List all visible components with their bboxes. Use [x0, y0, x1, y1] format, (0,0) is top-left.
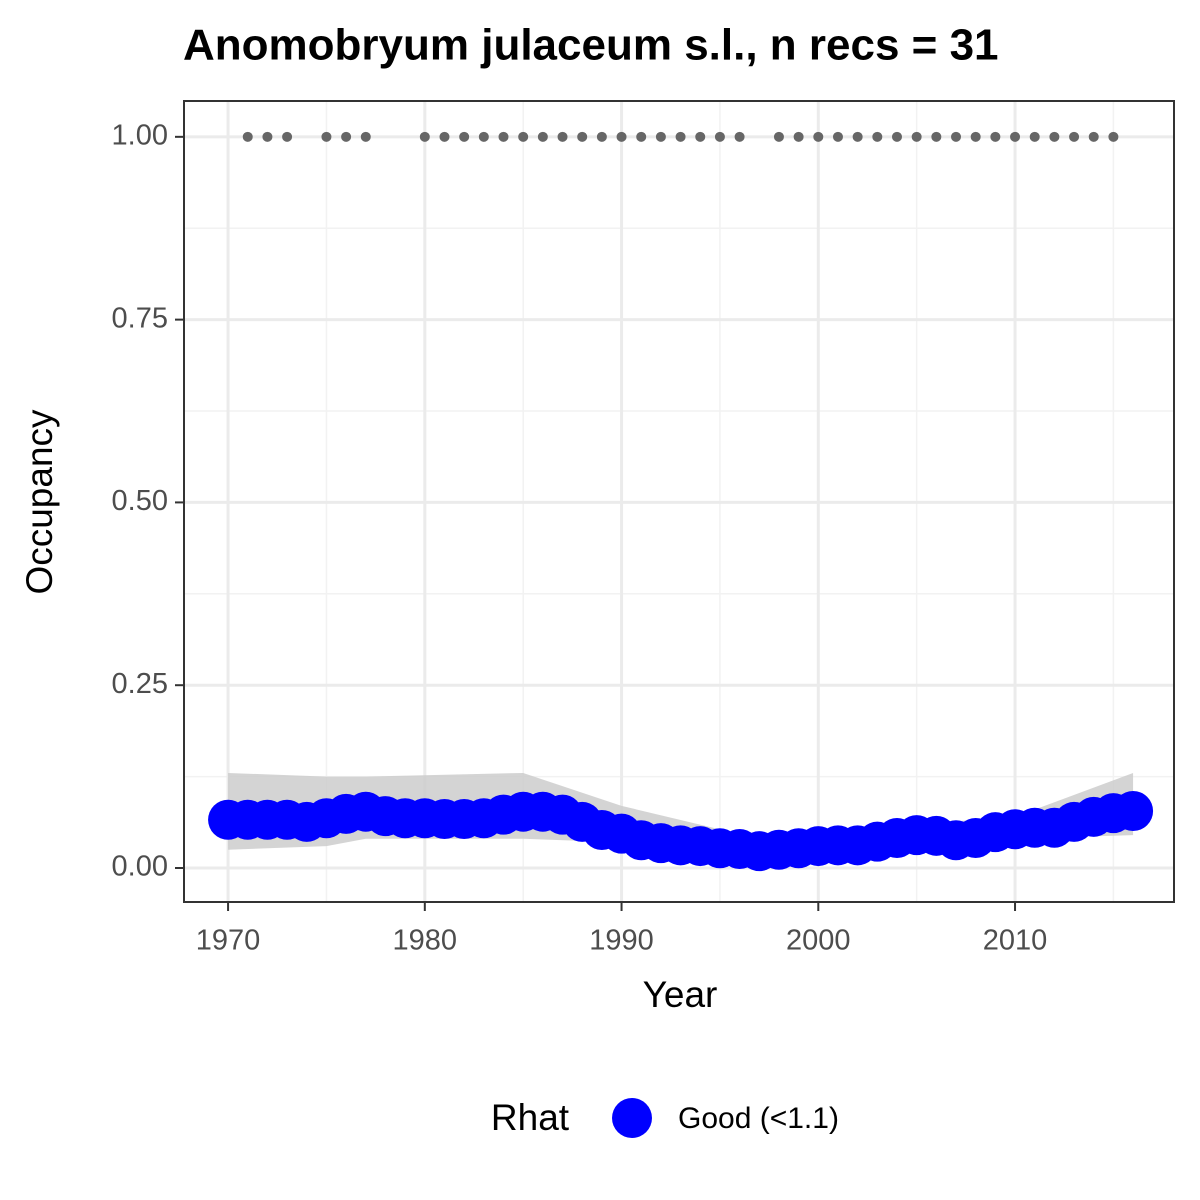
record-point — [439, 131, 450, 142]
y-tick-label: 0.75 — [112, 302, 168, 334]
record-point — [282, 131, 293, 142]
record-point — [793, 131, 804, 142]
x-tick-label: 2000 — [786, 925, 851, 957]
record-point — [459, 131, 470, 142]
record-point — [419, 131, 430, 142]
legend-title: Rhat — [491, 1097, 570, 1138]
record-point — [714, 131, 725, 142]
record-point — [1088, 131, 1099, 142]
legend-key — [612, 1098, 652, 1138]
record-point — [1069, 131, 1080, 142]
record-point — [557, 131, 568, 142]
legend-label: Good (<1.1) — [678, 1102, 839, 1135]
record-point — [321, 131, 332, 142]
y-tick-label: 0.25 — [112, 668, 168, 700]
record-point — [341, 131, 352, 142]
record-point — [1049, 131, 1060, 142]
record-point — [478, 131, 489, 142]
record-point — [518, 131, 529, 142]
record-point — [872, 131, 883, 142]
x-axis-title: Year — [643, 974, 718, 1015]
record-point — [675, 131, 686, 142]
y-tick-label: 0.00 — [112, 851, 168, 883]
record-point — [931, 131, 942, 142]
record-point — [616, 131, 627, 142]
record-point — [773, 131, 784, 142]
record-point — [695, 131, 706, 142]
y-axis-title: Occupancy — [19, 409, 60, 595]
record-point — [636, 131, 647, 142]
x-tick-label: 1990 — [589, 925, 654, 957]
record-point — [911, 131, 922, 142]
record-point — [990, 131, 1001, 142]
record-point — [498, 131, 509, 142]
chart-title: Anomobryum julaceum s.l., n recs = 31 — [183, 21, 999, 70]
record-point — [242, 131, 253, 142]
x-tick-label: 2010 — [983, 925, 1048, 957]
record-point — [813, 131, 824, 142]
record-point — [360, 131, 371, 142]
record-point — [1010, 131, 1021, 142]
x-tick-label: 1980 — [393, 925, 458, 957]
record-point — [852, 131, 863, 142]
record-point — [832, 131, 843, 142]
y-tick-label: 0.50 — [112, 485, 168, 517]
record-point — [655, 131, 666, 142]
record-point — [734, 131, 745, 142]
record-point — [951, 131, 962, 142]
record-point — [891, 131, 902, 142]
record-point — [1029, 131, 1040, 142]
record-point — [262, 131, 273, 142]
record-point — [596, 131, 607, 142]
x-tick-label: 1970 — [196, 925, 261, 957]
record-point — [577, 131, 588, 142]
occupancy-point — [1113, 790, 1154, 831]
record-point — [537, 131, 548, 142]
y-tick-label: 1.00 — [112, 119, 168, 151]
record-point — [1108, 131, 1119, 142]
record-point — [970, 131, 981, 142]
plot-border — [183, 100, 1175, 903]
